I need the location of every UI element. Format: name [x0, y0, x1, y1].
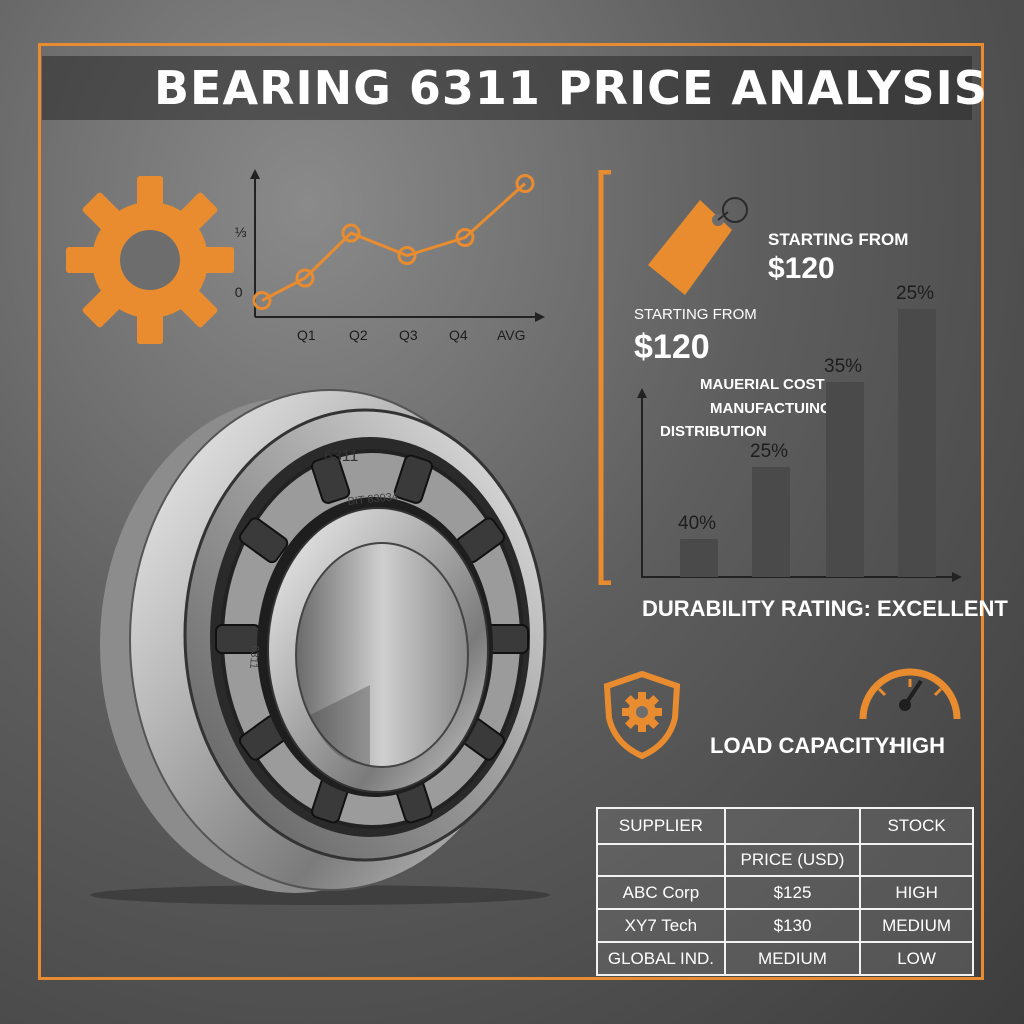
trend-x-tick: AVG	[497, 327, 526, 343]
roller	[238, 517, 289, 564]
load-capacity-value: HIGH	[890, 733, 945, 758]
table-row: XY7 Tech $130 MEDIUM	[596, 908, 974, 943]
bearing-marking: 6311	[247, 645, 261, 670]
cell-stock: HIGH	[859, 875, 974, 910]
bearing-marking: 6311	[324, 448, 359, 465]
cell-stock: LOW	[859, 941, 974, 976]
cell-price: $125	[723, 875, 862, 910]
bearing-marking: BIT 83034	[347, 491, 399, 508]
trend-line	[261, 182, 527, 302]
starting-price: $120	[768, 252, 835, 285]
cost-label: MANUFACTUING	[710, 400, 832, 417]
header-price: PRICE (USD)	[723, 843, 862, 877]
orange-frame	[38, 43, 984, 980]
subheader-empty	[859, 843, 974, 877]
cost-label: MAUERIAL COST	[700, 376, 825, 393]
cell-price: $130	[723, 908, 862, 943]
cost-label: DISTRIBUTION	[660, 423, 767, 440]
cost-bar	[898, 309, 936, 577]
trend-x-tick: Q4	[449, 327, 468, 343]
cost-bar-label: 35%	[824, 356, 862, 377]
trend-x-tick: Q2	[349, 327, 368, 343]
cost-bar-label: 25%	[750, 441, 788, 462]
trend-x-tick: Q1	[297, 327, 316, 343]
gear-icon	[66, 176, 234, 344]
load-capacity-label: LOAD CAPACITY:	[710, 733, 895, 758]
cost-bar-label: 25%	[896, 283, 934, 304]
cell-price: MEDIUM	[723, 941, 862, 976]
trend-y-tick: 3⅓	[235, 224, 247, 240]
durability-rating: DURABILITY RATING: EXCELLENT	[642, 596, 1008, 621]
cell-supplier: XY7 Tech	[596, 908, 726, 943]
trend-point	[295, 268, 315, 288]
table-header-row: SUPPLIER STOCK	[596, 807, 974, 845]
cost-bar	[826, 382, 864, 577]
shield-gear-icon	[603, 670, 681, 760]
starting-from-text: STARTING FROM	[634, 306, 757, 323]
trend-point	[455, 228, 475, 247]
price-tag-icon	[648, 197, 748, 295]
subheader-empty	[596, 843, 726, 877]
cost-bar-chart: 40% 25% 35% 25%	[637, 283, 962, 582]
cell-supplier: ABC Corp	[596, 875, 726, 910]
trend-point	[397, 246, 417, 265]
table-subheader-row: PRICE (USD)	[596, 843, 974, 877]
cost-bar	[752, 467, 790, 577]
cost-bar	[680, 539, 718, 577]
trend-y-tick: 20	[235, 284, 243, 300]
gauge-icon	[859, 668, 961, 720]
cost-bar-label: 40%	[678, 513, 716, 534]
table-row: ABC Corp $125 HIGH	[596, 875, 974, 910]
bracket	[598, 170, 611, 585]
roller	[311, 454, 351, 504]
supplier-table: SUPPLIER STOCK PRICE (USD) ABC Corp $125…	[596, 807, 974, 976]
title-bar: BEARING 6311 PRICE ANALYSIS	[42, 56, 988, 120]
header-supplier: SUPPLIER	[596, 807, 726, 845]
cell-stock: MEDIUM	[859, 908, 974, 943]
trend-x-tick: Q3	[399, 327, 418, 343]
trend-point	[252, 291, 272, 310]
bearing-image: 6311 BIT 83034 6311	[90, 389, 550, 905]
starting-from-text: STARTING FROM	[768, 230, 909, 249]
header-empty	[723, 807, 862, 845]
page-title: BEARING 6311 PRICE ANALYSIS	[154, 61, 988, 115]
trend-point	[515, 174, 535, 193]
trend-point	[341, 223, 361, 243]
header-stock: STOCK	[859, 807, 974, 845]
table-row: GLOBAL IND. MEDIUM LOW	[596, 941, 974, 976]
roller	[393, 454, 433, 504]
cell-supplier: GLOBAL IND.	[596, 941, 726, 976]
starting-price: $120	[634, 328, 710, 366]
trend-chart: 3⅓ 20 Q1 Q2 Q3 Q4 AVG	[235, 169, 545, 343]
